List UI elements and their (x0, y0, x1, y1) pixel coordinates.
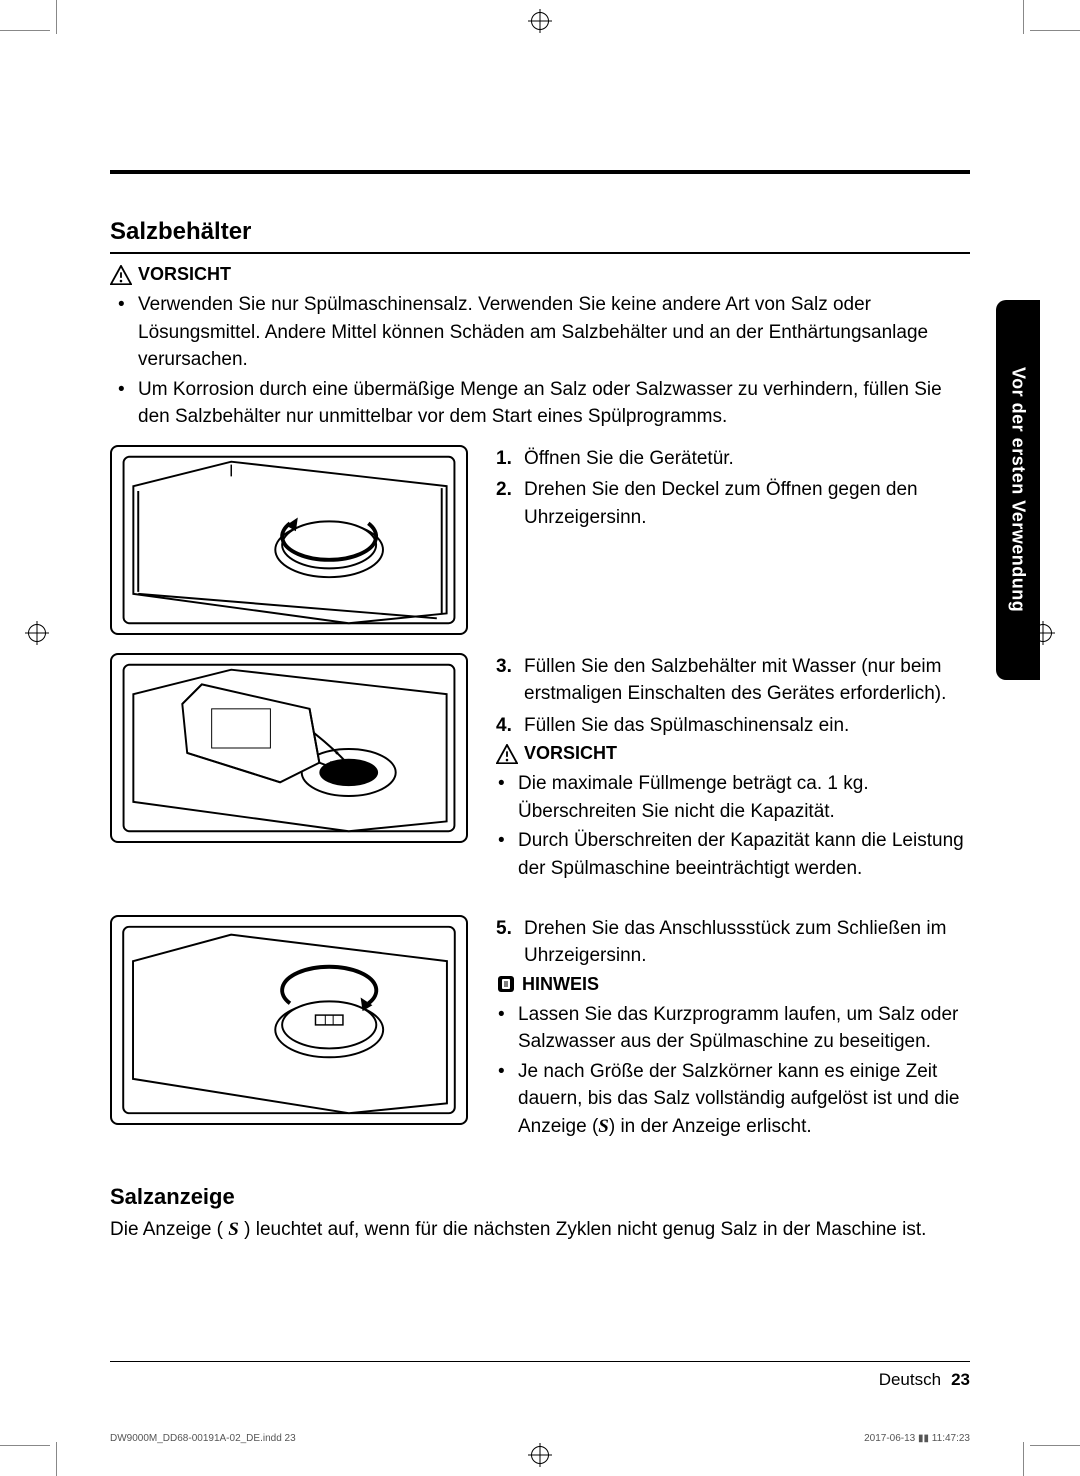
hinweis-label: HINWEIS (522, 974, 599, 995)
salt-indicator-glyph: S (598, 1116, 609, 1137)
salt-indicator-glyph: S (228, 1219, 239, 1240)
crop-mark (1030, 1445, 1080, 1446)
bullet-item: Um Korrosion durch eine übermäßige Menge… (138, 376, 970, 431)
caution-label: VORSICHT (138, 264, 231, 285)
caution-bullets: Verwenden Sie nur Spülmaschinensalz. Ver… (110, 291, 970, 431)
steps-1-2: 1.Öffnen Sie die Gerätetür. 2.Drehen Sie… (496, 445, 970, 532)
subsection-title: Salzanzeige (110, 1184, 970, 1210)
warning-icon (496, 744, 518, 764)
bullet-item: Je nach Größe der Salzkörner kann es ein… (518, 1058, 970, 1141)
registration-bottom (0, 1446, 1080, 1464)
step-5: 5.Drehen Sie das Anschlussstück zum Schl… (496, 915, 970, 970)
caution-heading-2: VORSICHT (496, 743, 970, 764)
footer-language: Deutsch (879, 1370, 941, 1390)
crop-mark (56, 0, 57, 34)
caution2-bullets: Die maximale Füllmenge beträgt ca. 1 kg.… (496, 770, 970, 882)
step-item: 4.Füllen Sie das Spülmaschinensalz ein. (496, 712, 970, 740)
page-footer: Deutsch 23 (110, 1361, 970, 1390)
section-side-tab: Vor der ersten Verwendung (996, 300, 1040, 680)
step-item: 2.Drehen Sie den Deckel zum Öffnen gegen… (496, 476, 970, 531)
side-tab-label: Vor der ersten Verwendung (1008, 367, 1029, 612)
crop-mark (1030, 30, 1080, 31)
warning-icon (110, 265, 132, 285)
subsection-body: Die Anzeige ( S ) leuchtet auf, wenn für… (110, 1216, 970, 1244)
page-number: 23 (951, 1370, 970, 1390)
crop-mark (56, 1442, 57, 1476)
bullet-item: Die maximale Füllmenge beträgt ca. 1 kg.… (518, 770, 970, 825)
section-title: Salzbehälter (110, 218, 970, 246)
figure-close-lid (110, 915, 468, 1125)
bullet-item: Lassen Sie das Kurzprogramm laufen, um S… (518, 1001, 970, 1056)
hinweis-bullets: Lassen Sie das Kurzprogramm laufen, um S… (496, 1001, 970, 1141)
step-item: 5.Drehen Sie das Anschlussstück zum Schl… (496, 915, 970, 970)
imprint-timestamp: 2017-06-13 ▮▮ 11:47:23 (864, 1433, 970, 1444)
imprint-line: DW9000M_DD68-00191A-02_DE.indd 23 2017-0… (110, 1433, 970, 1444)
registration-top (0, 12, 1080, 30)
caution-label: VORSICHT (524, 743, 617, 764)
registration-left (28, 624, 46, 642)
caution-heading: VORSICHT (110, 264, 970, 285)
crop-mark (0, 1445, 50, 1446)
note-icon (496, 974, 516, 994)
crop-mark (1023, 0, 1024, 34)
steps-3-4: 3.Füllen Sie den Salzbehälter mit Wasser… (496, 653, 970, 740)
figure-open-lid (110, 445, 468, 635)
page-content: Vor der ersten Verwendung Salzbehälter V… (110, 60, 970, 1416)
step-item: 3.Füllen Sie den Salzbehälter mit Wasser… (496, 653, 970, 708)
bullet-item: Verwenden Sie nur Spülmaschinensalz. Ver… (138, 291, 970, 374)
section-rule (110, 252, 970, 254)
header-rule (110, 170, 970, 174)
figure-fill-salt (110, 653, 468, 843)
imprint-filename: DW9000M_DD68-00191A-02_DE.indd 23 (110, 1433, 296, 1444)
hinweis-heading: HINWEIS (496, 974, 970, 995)
crop-mark (1023, 1442, 1024, 1476)
step-item: 1.Öffnen Sie die Gerätetür. (496, 445, 970, 473)
crop-mark (0, 30, 50, 31)
bullet-item: Durch Überschreiten der Kapazität kann d… (518, 827, 970, 882)
